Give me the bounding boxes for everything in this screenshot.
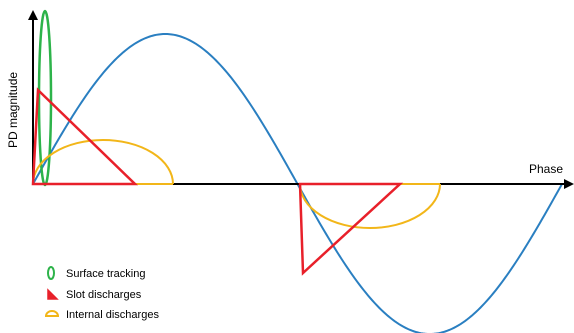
- slot-discharges-negative: [298, 182, 404, 276]
- legend: Surface tracking Slot discharges Interna…: [44, 266, 159, 321]
- legend-label: Slot discharges: [66, 289, 142, 301]
- internal-discharges-negative: [299, 183, 441, 229]
- slot-discharges-positive: [31, 87, 139, 186]
- legend-item-slot-discharges: Slot discharges: [47, 288, 142, 301]
- half-ellipse-icon: [44, 310, 60, 317]
- legend-item-internal-discharges: Internal discharges: [44, 309, 159, 321]
- legend-label: Internal discharges: [66, 309, 159, 321]
- phase-axis-arrow: [564, 179, 574, 189]
- internal-discharges-positive: [32, 139, 174, 185]
- magnitude-axis-arrow: [28, 10, 38, 20]
- legend-label: Surface tracking: [66, 268, 145, 280]
- y-axis-label: PD magnitude: [6, 72, 20, 148]
- ellipse-icon: [47, 266, 55, 280]
- x-axis-label: Phase: [529, 162, 563, 176]
- triangle-icon: [47, 288, 59, 300]
- legend-item-surface-tracking: Surface tracking: [47, 266, 145, 280]
